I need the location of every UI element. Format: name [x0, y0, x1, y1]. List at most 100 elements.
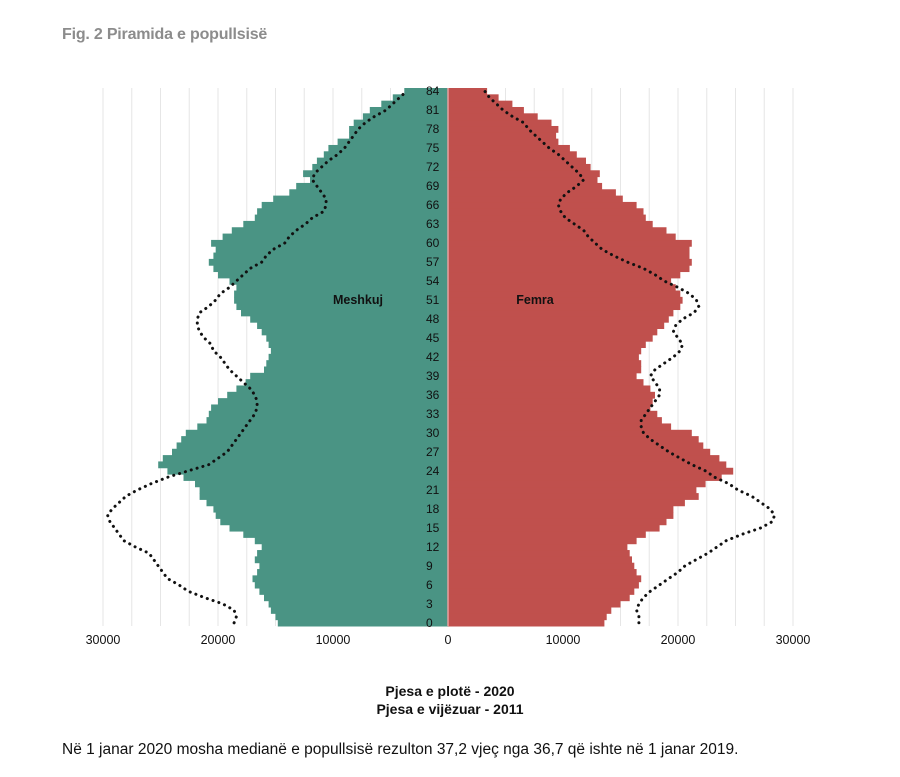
female-bar — [448, 594, 630, 602]
male-2011-dotted-line — [105, 89, 409, 625]
male-bar — [250, 372, 448, 380]
male-bar — [337, 138, 448, 146]
female-bar — [448, 569, 637, 576]
female-bar — [448, 619, 605, 627]
male-bar — [199, 493, 448, 500]
age-tick-label: 33 — [426, 407, 440, 421]
male-bar — [381, 100, 448, 108]
age-tick-label: 51 — [426, 293, 440, 307]
male-bar — [349, 125, 448, 133]
series-label-female: Femra — [516, 293, 555, 307]
male-bar — [243, 220, 448, 228]
male-bar — [181, 436, 448, 443]
male-bar — [257, 569, 448, 576]
female-bar — [448, 334, 653, 342]
male-bar — [273, 195, 448, 203]
female-bar — [448, 455, 720, 462]
female-bar — [448, 543, 628, 551]
male-bar — [257, 208, 448, 216]
male-bar — [229, 277, 448, 285]
age-tick-label: 63 — [426, 217, 440, 231]
male-bar — [257, 322, 448, 330]
age-tick-label: 72 — [426, 160, 440, 174]
male-bar — [270, 607, 448, 614]
male-bar — [250, 315, 448, 323]
female-bar — [448, 125, 559, 133]
age-tick-label: 57 — [426, 255, 440, 269]
female-bar — [448, 119, 552, 127]
age-tick-label: 45 — [426, 331, 440, 345]
female-2011-dotted-line — [483, 89, 777, 625]
female-bar — [448, 385, 651, 393]
age-tick-label: 39 — [426, 369, 440, 383]
female-bar — [448, 417, 662, 424]
male-bar — [289, 189, 448, 197]
male-bar — [261, 328, 448, 336]
female-bar — [448, 163, 591, 171]
female-bar — [448, 138, 559, 146]
female-bar — [448, 410, 658, 418]
male-bar — [213, 265, 448, 273]
male-bar — [254, 214, 448, 222]
female-bar — [448, 480, 706, 488]
female-bar — [448, 271, 681, 279]
female-bar — [448, 379, 644, 386]
female-bar — [448, 246, 690, 254]
female-bar — [448, 176, 598, 184]
age-tick-label: 81 — [426, 103, 440, 117]
male-bar — [162, 455, 449, 462]
female-bar — [448, 290, 681, 298]
series-label-male: Meshkuj — [333, 293, 383, 307]
male-bar — [369, 106, 448, 114]
female-bar — [448, 429, 692, 437]
female-bar — [448, 505, 674, 513]
female-bar — [448, 372, 637, 380]
female-bar — [448, 201, 637, 209]
female-bar — [448, 277, 672, 285]
female-bar — [448, 328, 658, 336]
female-bar — [448, 404, 651, 412]
age-tick-label: 9 — [426, 559, 433, 573]
female-bar — [448, 144, 570, 152]
female-bar — [448, 233, 676, 241]
age-tick-label: 36 — [426, 388, 440, 402]
population-pyramid-chart: 0369121518212427303336394245485154576063… — [86, 84, 811, 647]
male-bar — [328, 144, 448, 152]
male-bar — [213, 252, 448, 260]
female-bar — [448, 493, 699, 500]
male-bar — [404, 88, 448, 95]
x-tick-label: 20000 — [661, 633, 696, 647]
male-bar — [227, 391, 448, 399]
female-bar — [448, 588, 635, 595]
male-bar — [231, 227, 448, 235]
male-bar — [316, 157, 448, 165]
age-tick-label: 21 — [426, 483, 440, 497]
male-bar — [234, 296, 448, 304]
male-bar — [312, 163, 448, 171]
male-bar — [199, 486, 448, 494]
female-bar — [448, 132, 557, 140]
female-bar — [448, 189, 616, 197]
female-bar — [448, 537, 637, 545]
male-bar — [176, 442, 448, 450]
x-tick-label: 10000 — [316, 633, 351, 647]
female-bar — [448, 239, 692, 247]
x-tick-label: 30000 — [776, 633, 811, 647]
age-tick-label: 27 — [426, 445, 440, 459]
age-tick-label: 15 — [426, 521, 440, 535]
male-bar — [185, 429, 449, 437]
female-bar — [448, 100, 513, 108]
male-bar — [208, 258, 448, 266]
age-tick-label: 84 — [426, 84, 440, 98]
female-bar — [448, 214, 646, 222]
female-bar — [448, 600, 621, 608]
footer-median-age-note: Në 1 janar 2020 mosha medianë e popullsi… — [62, 741, 739, 758]
male-bar — [254, 581, 448, 589]
male-bar — [236, 385, 448, 393]
age-tick-label: 12 — [426, 540, 440, 554]
female-bar — [448, 360, 642, 367]
female-bar — [448, 258, 692, 266]
female-bar — [448, 398, 653, 405]
male-bar — [254, 556, 448, 564]
female-bar — [448, 366, 642, 374]
